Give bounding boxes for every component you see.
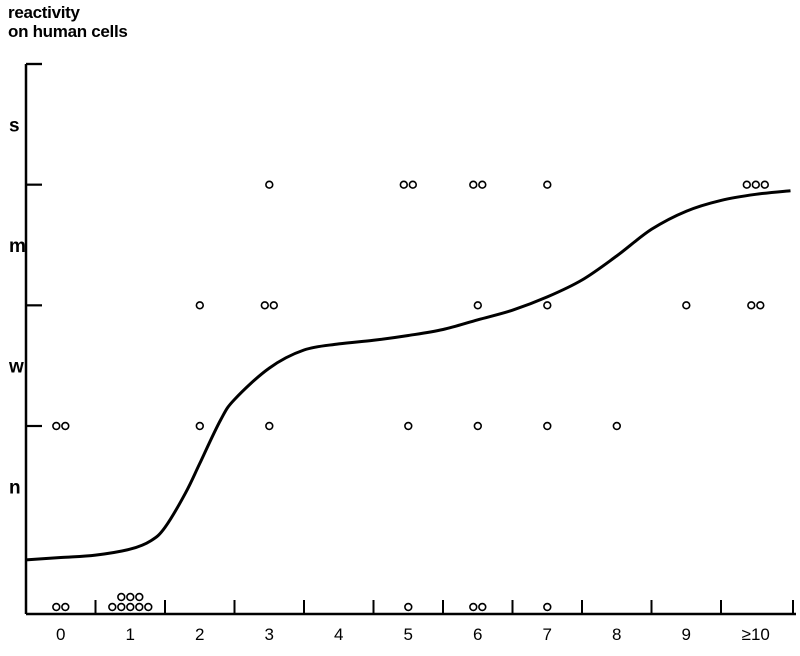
trend-curve [25, 189, 791, 562]
data-point [478, 180, 487, 189]
data-point [108, 602, 117, 612]
x-tick-label: 1 [126, 625, 135, 644]
y-tick-label: n [9, 477, 21, 498]
x-tick-label: 3 [265, 625, 274, 644]
x-tick-label: 5 [404, 625, 413, 644]
data-point [408, 180, 417, 189]
x-axis-ticks: 0 1 2 3 4 5 6 7 8 9 ≥10 [56, 600, 794, 644]
data-point [469, 180, 478, 189]
x-tick-label: ≥10 [742, 625, 770, 644]
x-tick-label: 0 [56, 625, 65, 644]
data-point [52, 421, 61, 431]
data-point [543, 301, 552, 310]
data-point [399, 180, 408, 189]
data-point [61, 602, 70, 612]
data-point [52, 602, 61, 612]
data-point [260, 301, 269, 310]
data-point [117, 592, 126, 602]
x-tick-label: 9 [682, 625, 691, 644]
data-point [742, 180, 751, 189]
data-point [473, 301, 482, 310]
y-tick-label: w [8, 357, 24, 378]
data-point [473, 421, 482, 431]
data-point [612, 421, 621, 431]
y-axis-title-line: reactivity [8, 3, 81, 22]
data-points-layer [52, 180, 769, 612]
data-point [126, 602, 135, 612]
x-tick-label: 4 [334, 625, 343, 644]
data-point [144, 602, 153, 612]
y-tick-label: s [9, 115, 20, 136]
data-point [269, 301, 278, 310]
data-point [543, 421, 552, 431]
data-point [61, 421, 70, 431]
data-point [126, 592, 135, 602]
y-tick-label: m [9, 236, 26, 257]
data-point [135, 602, 144, 612]
x-tick-label: 6 [473, 625, 482, 644]
data-point [404, 421, 413, 431]
data-point [265, 421, 274, 431]
data-point [747, 301, 756, 310]
data-point [543, 180, 552, 189]
data-point [682, 301, 691, 310]
data-point [265, 180, 274, 189]
data-point [478, 602, 487, 612]
data-point [195, 301, 205, 310]
trend-curve-layer [25, 189, 791, 562]
axes [24, 64, 796, 616]
data-point [751, 180, 760, 189]
y-axis-ticks: n w m s [8, 62, 42, 498]
data-point [756, 301, 765, 310]
data-point [404, 602, 413, 612]
x-tick-label: 2 [195, 625, 204, 644]
x-tick-label: 7 [543, 625, 552, 644]
data-point [469, 602, 478, 612]
y-axis-title-line: on human cells [8, 22, 128, 41]
data-point [543, 602, 552, 612]
data-point [195, 421, 205, 431]
data-point [135, 592, 144, 602]
data-point [117, 602, 126, 612]
data-point [760, 180, 769, 189]
x-tick-label: 8 [612, 625, 621, 644]
